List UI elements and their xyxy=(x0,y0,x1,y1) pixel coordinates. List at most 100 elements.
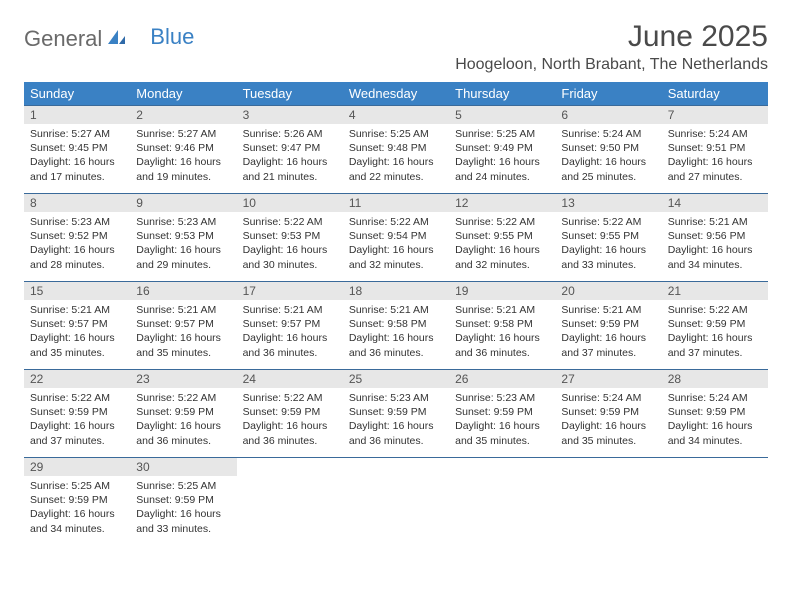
weekday-header: Friday xyxy=(555,82,661,106)
day-details: Sunrise: 5:23 AMSunset: 9:53 PMDaylight:… xyxy=(130,212,236,276)
day-number: 23 xyxy=(130,370,236,388)
day-number: 10 xyxy=(237,194,343,212)
day-details: Sunrise: 5:21 AMSunset: 9:58 PMDaylight:… xyxy=(343,300,449,364)
day-number: 13 xyxy=(555,194,661,212)
day-details: Sunrise: 5:24 AMSunset: 9:51 PMDaylight:… xyxy=(662,124,768,188)
day-details: Sunrise: 5:24 AMSunset: 9:59 PMDaylight:… xyxy=(662,388,768,452)
calendar-cell: 11Sunrise: 5:22 AMSunset: 9:54 PMDayligh… xyxy=(343,194,449,282)
day-details: Sunrise: 5:22 AMSunset: 9:59 PMDaylight:… xyxy=(130,388,236,452)
calendar-cell: 14Sunrise: 5:21 AMSunset: 9:56 PMDayligh… xyxy=(662,194,768,282)
day-details: Sunrise: 5:25 AMSunset: 9:49 PMDaylight:… xyxy=(449,124,555,188)
day-number: 25 xyxy=(343,370,449,388)
weekday-header: Monday xyxy=(130,82,236,106)
calendar-cell: 29Sunrise: 5:25 AMSunset: 9:59 PMDayligh… xyxy=(24,458,130,546)
weekday-header-row: SundayMondayTuesdayWednesdayThursdayFrid… xyxy=(24,82,768,106)
day-details: Sunrise: 5:22 AMSunset: 9:59 PMDaylight:… xyxy=(237,388,343,452)
day-details: Sunrise: 5:23 AMSunset: 9:59 PMDaylight:… xyxy=(449,388,555,452)
title-block: June 2025 Hoogeloon, North Brabant, The … xyxy=(455,20,768,74)
day-number: 1 xyxy=(24,106,130,124)
day-details: Sunrise: 5:23 AMSunset: 9:59 PMDaylight:… xyxy=(343,388,449,452)
calendar-cell: 7Sunrise: 5:24 AMSunset: 9:51 PMDaylight… xyxy=(662,106,768,194)
day-details: Sunrise: 5:22 AMSunset: 9:53 PMDaylight:… xyxy=(237,212,343,276)
day-number: 22 xyxy=(24,370,130,388)
calendar-cell: 24Sunrise: 5:22 AMSunset: 9:59 PMDayligh… xyxy=(237,370,343,458)
day-details: Sunrise: 5:23 AMSunset: 9:52 PMDaylight:… xyxy=(24,212,130,276)
page-header: General Blue June 2025 Hoogeloon, North … xyxy=(24,20,768,74)
calendar-page: General Blue June 2025 Hoogeloon, North … xyxy=(0,0,792,566)
calendar-cell: 8Sunrise: 5:23 AMSunset: 9:52 PMDaylight… xyxy=(24,194,130,282)
day-details: Sunrise: 5:22 AMSunset: 9:55 PMDaylight:… xyxy=(449,212,555,276)
weekday-header: Tuesday xyxy=(237,82,343,106)
day-details: Sunrise: 5:21 AMSunset: 9:57 PMDaylight:… xyxy=(237,300,343,364)
calendar-cell: 30Sunrise: 5:25 AMSunset: 9:59 PMDayligh… xyxy=(130,458,236,546)
calendar-cell: 22Sunrise: 5:22 AMSunset: 9:59 PMDayligh… xyxy=(24,370,130,458)
day-number: 11 xyxy=(343,194,449,212)
location-text: Hoogeloon, North Brabant, The Netherland… xyxy=(455,56,768,74)
day-number: 2 xyxy=(130,106,236,124)
day-details: Sunrise: 5:27 AMSunset: 9:46 PMDaylight:… xyxy=(130,124,236,188)
calendar-cell: 25Sunrise: 5:23 AMSunset: 9:59 PMDayligh… xyxy=(343,370,449,458)
day-details: Sunrise: 5:22 AMSunset: 9:54 PMDaylight:… xyxy=(343,212,449,276)
month-title: June 2025 xyxy=(455,20,768,54)
day-number: 26 xyxy=(449,370,555,388)
day-number: 14 xyxy=(662,194,768,212)
day-number: 18 xyxy=(343,282,449,300)
day-details: Sunrise: 5:22 AMSunset: 9:59 PMDaylight:… xyxy=(24,388,130,452)
calendar-cell: 10Sunrise: 5:22 AMSunset: 9:53 PMDayligh… xyxy=(237,194,343,282)
calendar-cell: 27Sunrise: 5:24 AMSunset: 9:59 PMDayligh… xyxy=(555,370,661,458)
day-details: Sunrise: 5:25 AMSunset: 9:59 PMDaylight:… xyxy=(130,476,236,540)
calendar-cell: 21Sunrise: 5:22 AMSunset: 9:59 PMDayligh… xyxy=(662,282,768,370)
day-details: Sunrise: 5:25 AMSunset: 9:59 PMDaylight:… xyxy=(24,476,130,540)
calendar-week-row: 22Sunrise: 5:22 AMSunset: 9:59 PMDayligh… xyxy=(24,370,768,458)
brand-logo: General Blue xyxy=(24,20,194,52)
day-details: Sunrise: 5:22 AMSunset: 9:59 PMDaylight:… xyxy=(662,300,768,364)
calendar-cell: 2Sunrise: 5:27 AMSunset: 9:46 PMDaylight… xyxy=(130,106,236,194)
day-details: Sunrise: 5:21 AMSunset: 9:59 PMDaylight:… xyxy=(555,300,661,364)
calendar-cell: 15Sunrise: 5:21 AMSunset: 9:57 PMDayligh… xyxy=(24,282,130,370)
day-number: 30 xyxy=(130,458,236,476)
calendar-cell xyxy=(662,458,768,546)
day-number: 21 xyxy=(662,282,768,300)
calendar-cell: 9Sunrise: 5:23 AMSunset: 9:53 PMDaylight… xyxy=(130,194,236,282)
day-number: 24 xyxy=(237,370,343,388)
day-number: 29 xyxy=(24,458,130,476)
calendar-week-row: 1Sunrise: 5:27 AMSunset: 9:45 PMDaylight… xyxy=(24,106,768,194)
day-details: Sunrise: 5:26 AMSunset: 9:47 PMDaylight:… xyxy=(237,124,343,188)
day-number: 5 xyxy=(449,106,555,124)
day-number: 3 xyxy=(237,106,343,124)
day-details: Sunrise: 5:21 AMSunset: 9:56 PMDaylight:… xyxy=(662,212,768,276)
calendar-cell: 16Sunrise: 5:21 AMSunset: 9:57 PMDayligh… xyxy=(130,282,236,370)
calendar-week-row: 15Sunrise: 5:21 AMSunset: 9:57 PMDayligh… xyxy=(24,282,768,370)
day-number: 6 xyxy=(555,106,661,124)
calendar-cell xyxy=(449,458,555,546)
calendar-cell: 12Sunrise: 5:22 AMSunset: 9:55 PMDayligh… xyxy=(449,194,555,282)
calendar-cell: 19Sunrise: 5:21 AMSunset: 9:58 PMDayligh… xyxy=(449,282,555,370)
day-details: Sunrise: 5:21 AMSunset: 9:57 PMDaylight:… xyxy=(24,300,130,364)
calendar-cell xyxy=(237,458,343,546)
day-details: Sunrise: 5:27 AMSunset: 9:45 PMDaylight:… xyxy=(24,124,130,188)
calendar-cell: 3Sunrise: 5:26 AMSunset: 9:47 PMDaylight… xyxy=(237,106,343,194)
day-number: 27 xyxy=(555,370,661,388)
sail-icon xyxy=(106,26,126,52)
calendar-week-row: 8Sunrise: 5:23 AMSunset: 9:52 PMDaylight… xyxy=(24,194,768,282)
calendar-cell: 20Sunrise: 5:21 AMSunset: 9:59 PMDayligh… xyxy=(555,282,661,370)
day-details: Sunrise: 5:25 AMSunset: 9:48 PMDaylight:… xyxy=(343,124,449,188)
day-number: 28 xyxy=(662,370,768,388)
weekday-header: Wednesday xyxy=(343,82,449,106)
calendar-cell xyxy=(555,458,661,546)
day-number: 8 xyxy=(24,194,130,212)
calendar-cell: 26Sunrise: 5:23 AMSunset: 9:59 PMDayligh… xyxy=(449,370,555,458)
day-details: Sunrise: 5:21 AMSunset: 9:57 PMDaylight:… xyxy=(130,300,236,364)
day-details: Sunrise: 5:22 AMSunset: 9:55 PMDaylight:… xyxy=(555,212,661,276)
day-number: 12 xyxy=(449,194,555,212)
calendar-body: 1Sunrise: 5:27 AMSunset: 9:45 PMDaylight… xyxy=(24,106,768,546)
day-details: Sunrise: 5:24 AMSunset: 9:59 PMDaylight:… xyxy=(555,388,661,452)
calendar-cell: 28Sunrise: 5:24 AMSunset: 9:59 PMDayligh… xyxy=(662,370,768,458)
calendar-table: SundayMondayTuesdayWednesdayThursdayFrid… xyxy=(24,82,768,546)
day-number: 17 xyxy=(237,282,343,300)
calendar-cell: 1Sunrise: 5:27 AMSunset: 9:45 PMDaylight… xyxy=(24,106,130,194)
calendar-cell: 13Sunrise: 5:22 AMSunset: 9:55 PMDayligh… xyxy=(555,194,661,282)
weekday-header: Sunday xyxy=(24,82,130,106)
day-number: 7 xyxy=(662,106,768,124)
calendar-cell: 4Sunrise: 5:25 AMSunset: 9:48 PMDaylight… xyxy=(343,106,449,194)
